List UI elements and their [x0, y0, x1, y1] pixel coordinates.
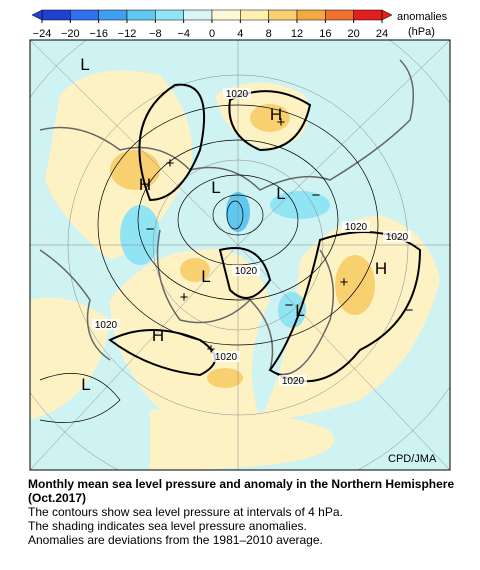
pressure-center: H	[270, 105, 282, 124]
caption-line: The contours show sea level pressure at …	[28, 505, 343, 519]
label-backdrop	[342, 221, 370, 232]
isobar-label: 1020	[226, 89, 249, 100]
colorbar-segment	[183, 9, 213, 21]
pressure-center: H	[139, 175, 151, 194]
anomaly-sign: −	[285, 297, 294, 314]
colorbar-tick-label: −12	[118, 28, 137, 40]
colorbar-segment	[98, 9, 128, 21]
colorbar-tick-label: −24	[33, 28, 52, 40]
isobar-label: 1020	[282, 376, 305, 387]
pressure-center: L	[80, 55, 89, 74]
anomaly-sign: +	[166, 155, 175, 172]
colorbar-segment	[211, 9, 241, 21]
label-backdrop	[212, 351, 240, 362]
isobar-label: 1020	[95, 320, 118, 331]
anomaly-sign: −	[405, 302, 414, 319]
isobar-label: 1020	[345, 222, 368, 233]
label-backdrop	[383, 231, 411, 242]
caption-line: The shading indicates sea level pressure…	[28, 519, 307, 533]
colorbar-end	[31, 9, 43, 21]
anomaly-negative	[270, 191, 330, 219]
colorbar-tick-label: 0	[209, 28, 215, 40]
isobar-label: 1020	[235, 266, 258, 277]
map-frame	[29, 39, 451, 471]
colorbar-label: anomalies	[397, 11, 448, 23]
label-backdrop	[279, 375, 307, 386]
label-backdrop	[92, 319, 120, 330]
anomaly-core	[335, 255, 375, 315]
pressure-center: L	[201, 267, 210, 286]
colorbar-end	[381, 9, 393, 21]
isobar-label: 1020	[215, 352, 238, 363]
colorbar-segment	[325, 9, 354, 21]
colorbar-segment	[70, 9, 99, 21]
label-backdrop	[223, 88, 251, 99]
anomaly-core	[180, 258, 210, 282]
colorbar-segment	[155, 9, 184, 21]
anomaly-sign: +	[340, 274, 349, 291]
colorbar-tick-label: −4	[177, 28, 190, 40]
colorbar-tick-label: 8	[266, 28, 272, 40]
colorbar-tick-label: −20	[61, 28, 80, 40]
colorbar-tick-label: 12	[291, 28, 303, 40]
colorbar-segment	[41, 9, 71, 21]
pressure-center: L	[81, 375, 90, 394]
anomaly-sign: +	[180, 289, 189, 306]
anomaly-area	[150, 407, 334, 470]
colorbar-segment	[240, 9, 269, 21]
credit: CPD/JMA	[388, 453, 437, 465]
anomaly-sign: −	[146, 221, 155, 238]
caption-title: Monthly mean sea level pressure and anom…	[28, 477, 455, 505]
isobar-label: 1020	[386, 232, 409, 243]
anomaly-sign: −	[312, 187, 321, 204]
colorbar-segment	[353, 9, 383, 21]
anomaly-area	[30, 297, 110, 420]
colorbar-segment	[126, 9, 156, 21]
anomaly-area	[260, 215, 440, 420]
colorbar: −24 −20 −16 −12 −8 −4 0 4 8 12 16 20 24	[31, 9, 393, 40]
colorbar-unit: (hPa)	[408, 26, 435, 38]
coastline	[39, 59, 415, 376]
colorbar-segment	[296, 9, 326, 21]
anomaly-sign: +	[277, 114, 286, 131]
colorbar-tick-label: 24	[376, 28, 388, 40]
caption: Monthly mean sea level pressure and anom…	[28, 477, 468, 547]
anomaly-core	[110, 150, 160, 190]
isobar	[39, 104, 379, 423]
colorbar-segment	[268, 9, 298, 21]
caption-line: Anomalies are deviations from the 1981–2…	[28, 533, 323, 547]
pressure-center: L	[295, 301, 304, 320]
pressure-center: H	[152, 326, 164, 345]
anomaly-negative	[278, 292, 306, 328]
anomaly-core	[207, 368, 243, 388]
pressure-center: L	[211, 178, 220, 197]
colorbar-tick-label: 20	[348, 28, 360, 40]
label-backdrop	[232, 265, 260, 276]
pressure-center: L	[276, 184, 285, 203]
colorbar-tick-label: −16	[89, 28, 108, 40]
pressure-center: H	[375, 259, 387, 278]
colorbar-tick-label: 16	[319, 28, 331, 40]
anomaly-sign: +	[207, 341, 216, 358]
anomaly-core	[250, 104, 290, 132]
figure: −24 −20 −16 −12 −8 −4 0 4 8 12 16 20 24 anomalies (h…	[29, 9, 451, 471]
colorbar-tick-label: 4	[237, 28, 243, 40]
colorbar-tick-label: −8	[149, 28, 162, 40]
